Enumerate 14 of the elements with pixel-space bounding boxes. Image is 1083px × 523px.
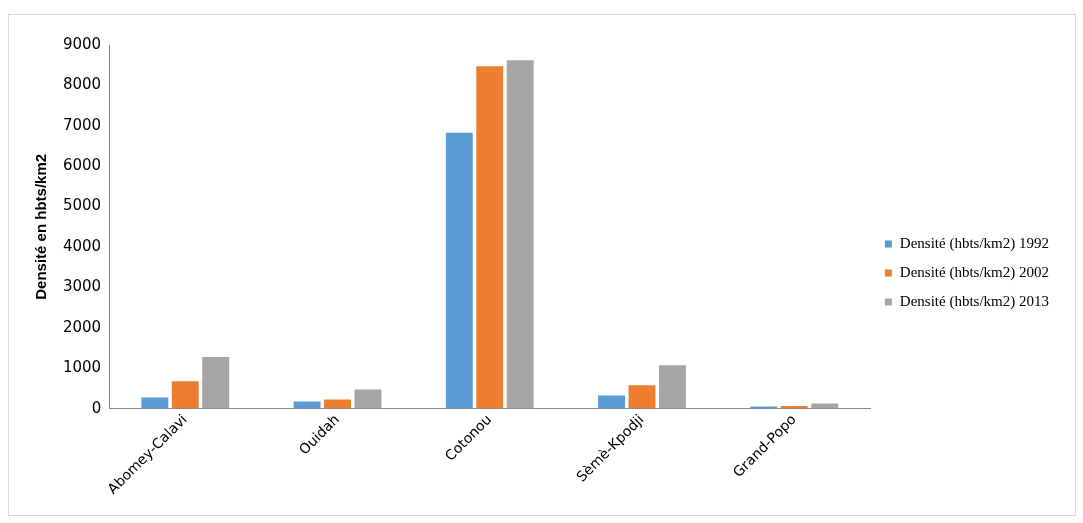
legend-label: Densité (hbts/km2) 2013 [899,292,1050,310]
y-tick-label: 1000 [62,358,102,377]
y-tick-label: 6000 [62,156,102,175]
y-tick-label: 2000 [62,317,102,336]
y-tick-label: 3000 [62,277,102,296]
y-axis-title: Densité en hbts/km2 [32,153,50,300]
y-tick-label: 5000 [62,196,102,215]
y-tick-label: 4000 [62,236,102,255]
legend-label: Densité (hbts/km2) 2002 [899,263,1050,281]
y-tick-label: 7000 [62,115,102,134]
y-tick-label: 0 [91,398,102,417]
y-tick-label: 8000 [62,75,102,94]
y-tick-label: 9000 [62,34,102,53]
legend-label: Densité (hbts/km2) 1992 [899,234,1050,252]
